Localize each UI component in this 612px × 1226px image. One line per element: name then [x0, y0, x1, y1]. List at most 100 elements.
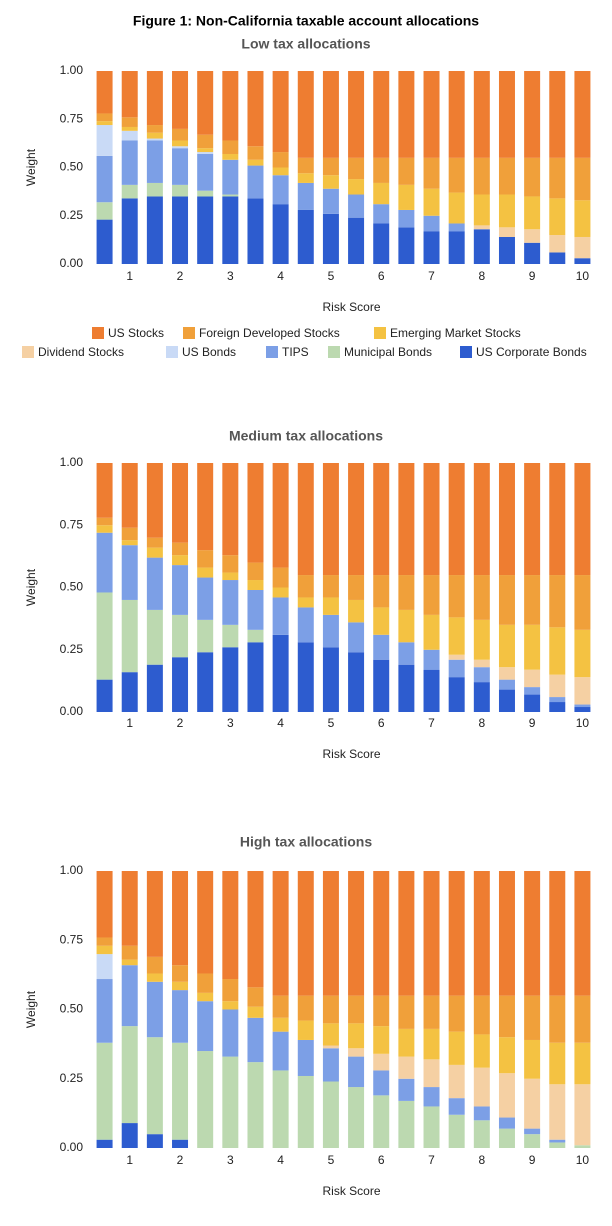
bar-segment: [247, 71, 264, 147]
bar-segment: [423, 669, 440, 712]
bar-segment: [272, 597, 289, 635]
bar-segment: [574, 200, 591, 237]
bar-segment: [473, 225, 490, 230]
bar-segment: [222, 580, 239, 625]
bar-segment: [146, 132, 163, 139]
bar-segment: [373, 1026, 390, 1054]
x-tick-label: 4: [277, 716, 284, 730]
bar-segment: [197, 550, 214, 568]
bar-segment: [448, 1114, 465, 1148]
x-tick-label: 1: [126, 269, 133, 283]
bar-segment: [172, 657, 189, 712]
bar-segment: [222, 624, 239, 648]
bar-segment: [448, 659, 465, 678]
bar-segment: [524, 669, 541, 688]
legend-label: US Stocks: [108, 326, 164, 340]
bar-segment: [524, 624, 541, 670]
bar-segment: [423, 215, 440, 232]
bar-segment: [96, 871, 113, 938]
bar-segment: [498, 995, 515, 1038]
legend-swatch: [374, 327, 386, 339]
bar-segment: [423, 231, 440, 264]
bar-segment: [297, 642, 314, 712]
bar-segment: [448, 223, 465, 232]
bar-segment: [348, 194, 365, 218]
bar-segment: [423, 995, 440, 1029]
bar-segment: [398, 1056, 415, 1079]
bar-segment: [247, 146, 264, 160]
x-tick-label: 1: [126, 1153, 133, 1167]
bar-segment: [498, 624, 515, 668]
bar-segment: [222, 159, 239, 195]
y-axis-title: Weight: [24, 148, 38, 186]
bar-segment: [373, 182, 390, 205]
bar-segment: [222, 1001, 239, 1010]
bar-segment: [373, 71, 390, 158]
bar-segment: [322, 1045, 339, 1049]
bar-segment: [448, 1098, 465, 1115]
bar-segment: [146, 871, 163, 957]
bar-segment: [322, 597, 339, 615]
bar-segment: [473, 659, 490, 668]
bar-segment: [322, 647, 339, 712]
bar-segment: [272, 204, 289, 264]
bar-segment: [96, 202, 113, 220]
bar-segment: [498, 194, 515, 228]
bar-segment: [322, 71, 339, 158]
bar-segment: [247, 463, 264, 563]
x-tick-label: 2: [177, 269, 184, 283]
bar-segment: [272, 1017, 289, 1032]
bar-segment: [247, 1062, 264, 1148]
x-tick-label: 1: [126, 716, 133, 730]
bar-segment: [96, 219, 113, 264]
bar-segment: [423, 1087, 440, 1107]
x-tick-label: 8: [478, 269, 485, 283]
bar-segment: [247, 1006, 264, 1018]
bar-segment: [96, 517, 113, 526]
y-tick-label: 0.00: [60, 1140, 84, 1154]
bar-segment: [348, 217, 365, 264]
bar-segment: [297, 1039, 314, 1076]
bar-segment: [146, 1134, 163, 1148]
bar-segment: [348, 1048, 365, 1057]
bar-segment: [247, 987, 264, 1007]
bar-segment: [348, 575, 365, 600]
bar-segment: [222, 555, 239, 573]
bar-segment: [498, 575, 515, 625]
legend-swatch: [92, 327, 104, 339]
bar-segment: [96, 155, 113, 203]
y-tick-label: 0.75: [60, 517, 84, 531]
bar-segment: [322, 175, 339, 189]
bar-segment: [524, 196, 541, 230]
bar-segment: [172, 196, 189, 264]
bar-segment: [121, 965, 138, 1027]
y-axis-title: Weight: [24, 990, 38, 1028]
legend-swatch: [22, 346, 34, 358]
bar-segment: [348, 1056, 365, 1088]
bar-segment: [549, 1142, 566, 1148]
bar-segment: [373, 1095, 390, 1148]
bar-segment: [549, 674, 566, 698]
legend-label: Foreign Developed Stocks: [199, 326, 340, 340]
bar-segment: [398, 1028, 415, 1057]
bar-segment: [247, 198, 264, 264]
bar-segment: [549, 871, 566, 996]
bar-segment: [121, 184, 138, 199]
bar-segment: [121, 463, 138, 528]
bar-segment: [398, 71, 415, 158]
bar-segment: [498, 463, 515, 576]
bar-segment: [121, 140, 138, 185]
x-axis-title: Risk Score: [322, 1184, 380, 1198]
bar-segment: [297, 1075, 314, 1148]
bar-segment: [146, 140, 163, 183]
bar-segment: [574, 258, 591, 264]
bar-segment: [197, 153, 214, 191]
bar-segment: [172, 981, 189, 991]
x-tick-label: 9: [529, 1153, 536, 1167]
bar-segment: [96, 525, 113, 533]
x-axis-title: Risk Score: [322, 300, 380, 314]
x-tick-label: 5: [328, 716, 335, 730]
x-tick-label: 10: [576, 716, 590, 730]
bar-segment: [197, 1051, 214, 1148]
